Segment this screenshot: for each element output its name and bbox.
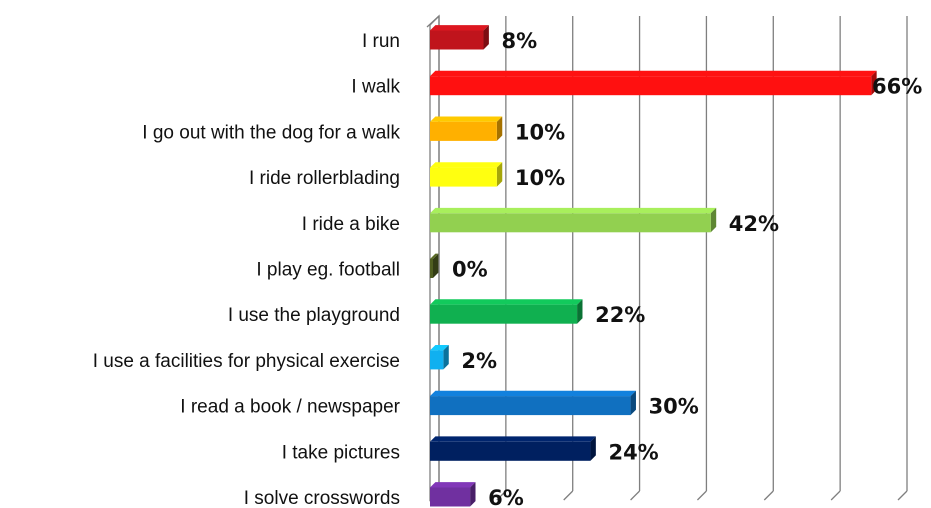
bar-side-face (871, 70, 877, 96)
bar-top-face (430, 207, 717, 214)
bar-top-face (430, 482, 476, 488)
gridline-depth (496, 490, 507, 501)
data-label: 30% (649, 395, 699, 419)
bar-side-face (470, 482, 476, 507)
bar-i-use-the-playground (430, 299, 583, 324)
data-label: 10% (515, 120, 565, 144)
data-label: 6% (488, 486, 524, 508)
bar-side-face (496, 162, 503, 187)
category-labels: I run I walk I go out with the dog for a w… (93, 31, 401, 508)
bar-i-go-out-with-the-dog-for-a-walk (430, 116, 503, 141)
bar-side-face (590, 436, 596, 461)
bar-i-ride-a-bike (430, 207, 717, 233)
bar-side-face (483, 25, 489, 50)
bar-front-face (430, 30, 484, 50)
category-label: I go out with the dog for a walk (142, 122, 400, 143)
data-label: 0% (452, 258, 488, 282)
bar-front-face (430, 76, 872, 96)
bar-side-face (443, 345, 449, 370)
bar-i-take-pictures (430, 436, 596, 461)
bar-side-face (577, 299, 583, 324)
category-label: I use the playground (228, 305, 400, 326)
bar-front-face (430, 167, 497, 187)
bar-i-run (430, 25, 489, 50)
data-label: 24% (608, 440, 658, 464)
bar-i-walk (430, 70, 877, 96)
bar-front-face (430, 304, 578, 324)
category-label: I ride rollerblading (249, 168, 400, 189)
bar-top-face (430, 345, 449, 351)
bar-i-solve-crosswords (430, 482, 476, 507)
bar-i-play-eg-football (430, 253, 439, 278)
category-label: I ride a bike (302, 214, 400, 235)
category-label: I read a book / newspaper (180, 397, 400, 418)
data-label: 42% (729, 212, 779, 236)
bar-front-face (430, 259, 433, 278)
bar-i-ride-rollerblading (430, 162, 503, 187)
gridline-depth (830, 490, 841, 501)
bar-front-face (430, 396, 631, 416)
bars-layer (430, 25, 877, 507)
bar-top-face (430, 162, 503, 168)
gridline-depth (563, 490, 574, 501)
data-label: 66% (872, 75, 922, 99)
bar-side-face (496, 116, 503, 141)
bar-top-face (430, 116, 503, 122)
bar-top-face (430, 390, 636, 397)
bar-front-face (430, 121, 497, 141)
bar-side-face (630, 390, 636, 416)
bar-top-face (430, 436, 596, 442)
gridline-depth (630, 490, 641, 501)
bar-front-face (430, 441, 591, 461)
bar-top-face (430, 299, 583, 305)
gridline-depth (897, 490, 908, 501)
bar-front-face (430, 487, 471, 507)
category-label: I solve crosswords (244, 488, 400, 508)
category-label: I use a facilities for physical exercise (93, 351, 400, 372)
bar-side-face (433, 253, 439, 278)
axis-top-tick (426, 15, 440, 28)
category-label: I take pictures (282, 442, 400, 463)
gridline-depth (696, 490, 707, 501)
data-labels: 8% 66% 10% 10% 42% 0% 22% 2% 30% 24% 6% (452, 29, 922, 508)
bar-i-read-a-book-newspaper (430, 390, 636, 416)
bar-top-face (430, 253, 439, 259)
data-label: 10% (515, 166, 565, 190)
data-label: 8% (501, 29, 537, 53)
data-label: 22% (595, 303, 645, 327)
category-label: I walk (351, 77, 400, 98)
category-label: I play eg. football (256, 260, 400, 281)
data-label: 2% (461, 349, 497, 373)
bar-front-face (430, 350, 444, 370)
bar-top-face (430, 25, 489, 31)
bar-side-face (710, 207, 717, 233)
gridline-depth (763, 490, 774, 501)
bar-top-face (430, 70, 877, 77)
category-label: I run (362, 31, 400, 52)
bar-i-use-a-facilities-for-physical-exercise (430, 345, 449, 370)
bar-front-face (430, 213, 711, 233)
